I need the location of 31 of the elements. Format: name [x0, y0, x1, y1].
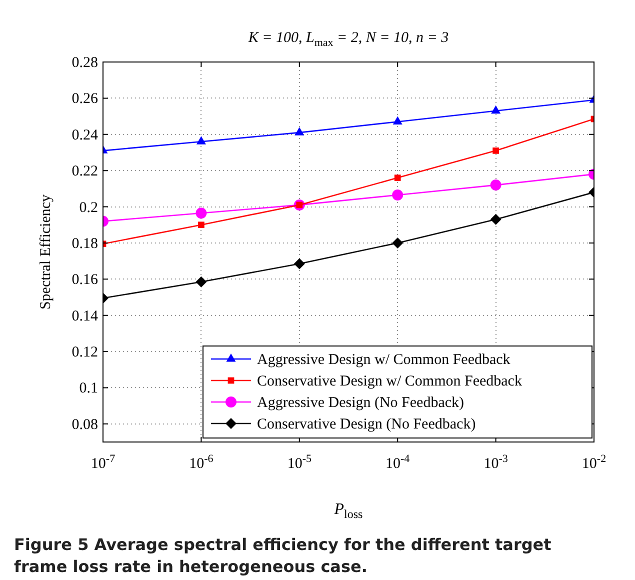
point: [196, 208, 207, 219]
legend-label: Aggressive Design w/ Common Feedback: [257, 352, 511, 368]
point: [490, 214, 502, 225]
point: [490, 180, 502, 191]
point: [392, 116, 402, 124]
point: [196, 136, 206, 144]
point: [394, 174, 401, 181]
point: [198, 222, 204, 228]
caption: Figure 5 Average spectral efficiency for the different target frame loss rate in heterogeneous case.: [14, 534, 552, 578]
y-tick-label: 0.2: [79, 200, 98, 216]
y-tick-label: 0.14: [72, 308, 98, 324]
y-tick-label: 0.12: [72, 344, 98, 361]
point: [294, 258, 305, 270]
legend-label: Conservative Design w/ Common Feedback: [257, 374, 522, 390]
point: [196, 276, 207, 288]
y-tick-label: 0.22: [72, 164, 98, 180]
point: [392, 190, 404, 200]
y-tick-label: 0.28: [72, 55, 98, 71]
point: [294, 127, 304, 136]
y-tick-label: 0.26: [72, 91, 98, 108]
y-tick-label: 0.16: [72, 272, 98, 288]
point: [491, 105, 501, 114]
legend-label: Aggressive Design (No Feedback): [257, 395, 464, 411]
y-tick-label: 0.08: [72, 416, 98, 433]
y-tick-label: 0.18: [72, 236, 98, 252]
point: [492, 147, 499, 154]
y-tick-label: 0.24: [72, 127, 98, 144]
legend-label: Conservative Design (No Feedback): [257, 416, 476, 432]
y-axis-title: Spectral Efficiency: [38, 194, 54, 310]
y-tick-label: 0.1: [79, 380, 98, 397]
point: [392, 237, 404, 248]
